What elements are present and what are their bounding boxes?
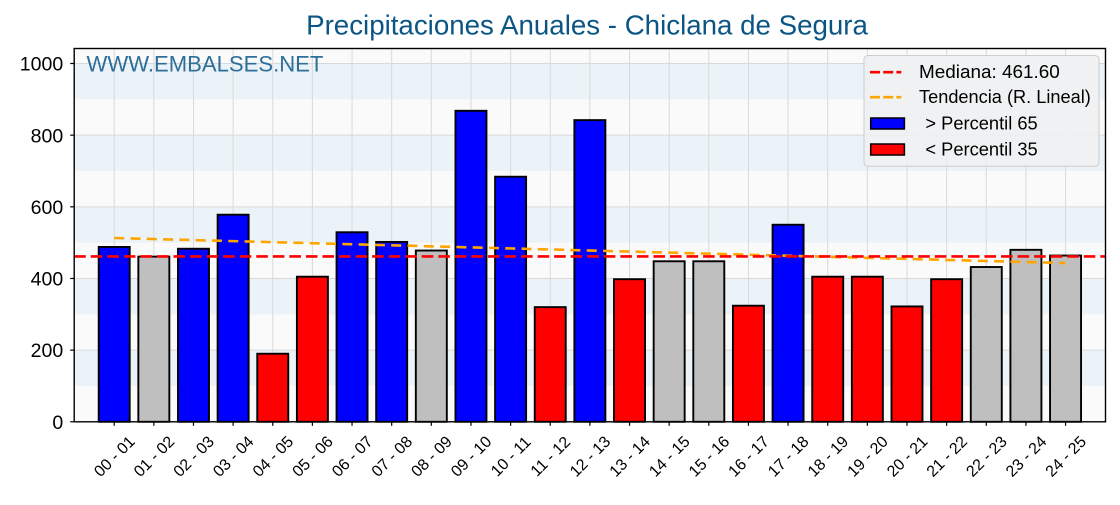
svg-text:800: 800 xyxy=(31,125,64,147)
svg-text:WWW.EMBALSES.NET: WWW.EMBALSES.NET xyxy=(87,52,324,77)
svg-text:> Percentil 65: > Percentil 65 xyxy=(925,112,1037,133)
svg-text:1000: 1000 xyxy=(20,54,64,76)
svg-text:Precipitaciones Anuales - Chic: Precipitaciones Anuales - Chiclana de Se… xyxy=(306,10,868,41)
svg-text:Mediana: 461.60: Mediana: 461.60 xyxy=(919,62,1060,83)
svg-text:Tendencia (R. Lineal): Tendencia (R. Lineal) xyxy=(919,87,1091,107)
svg-text:600: 600 xyxy=(31,197,64,219)
svg-text:< Percentil 35: < Percentil 35 xyxy=(925,138,1037,159)
svg-text:0: 0 xyxy=(52,412,63,434)
svg-text:400: 400 xyxy=(31,269,64,291)
svg-text:200: 200 xyxy=(31,340,64,362)
